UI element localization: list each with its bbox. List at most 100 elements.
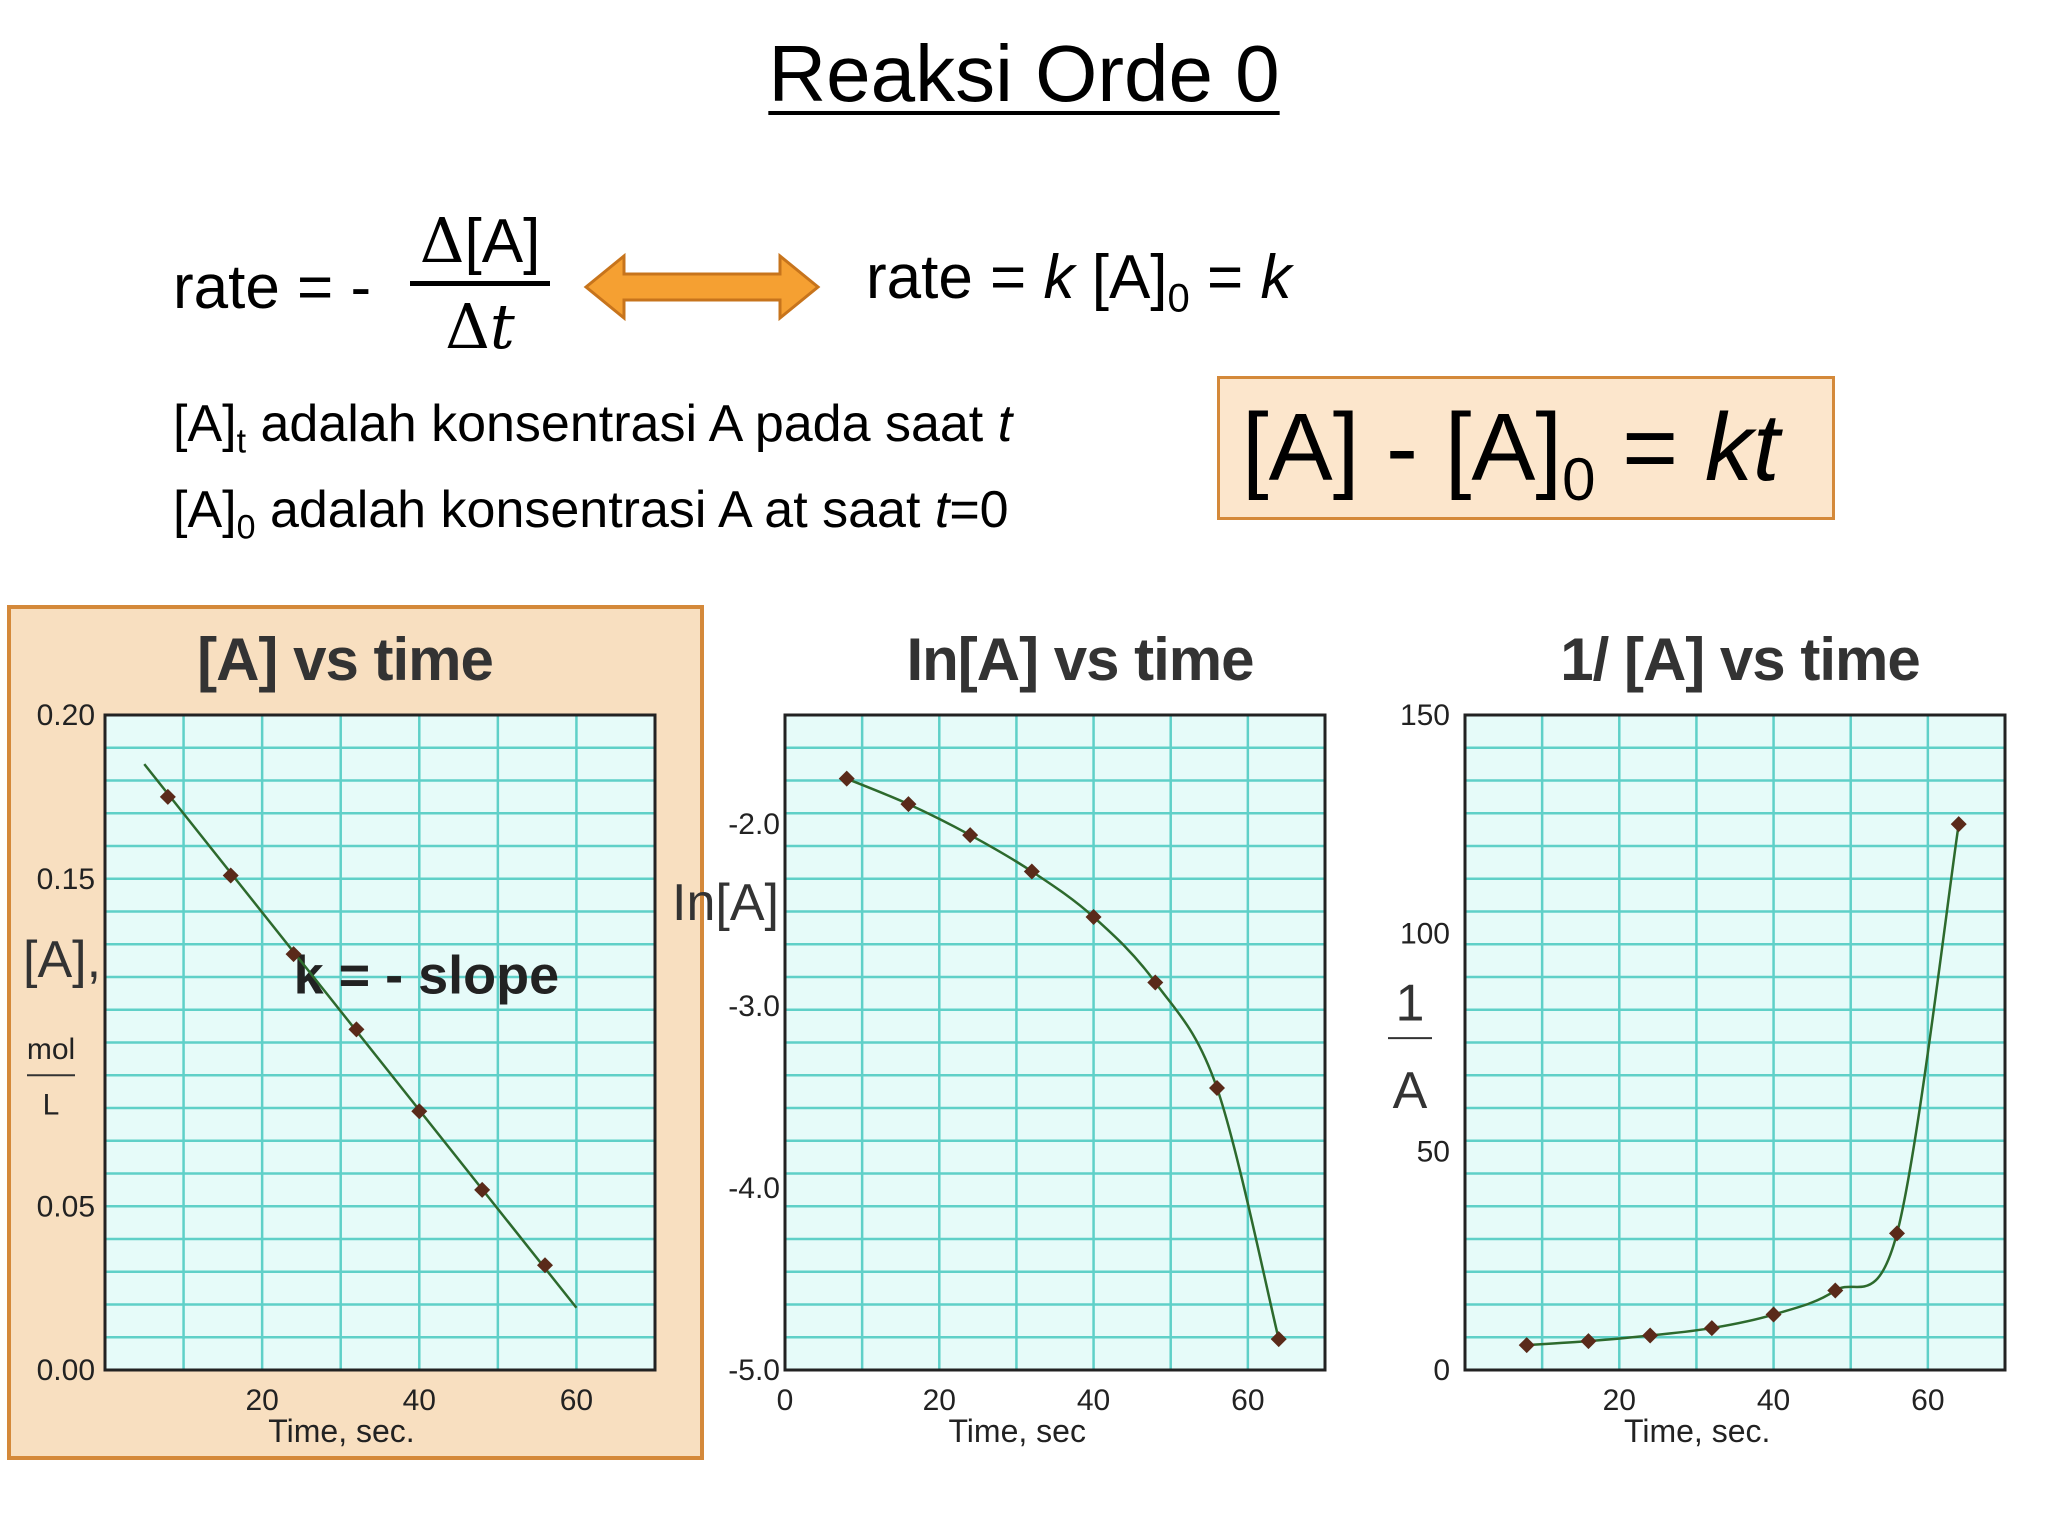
data-point bbox=[1765, 1306, 1782, 1323]
y-axis-units-num: mol bbox=[27, 1033, 75, 1066]
data-point bbox=[1950, 816, 1967, 833]
box-kt: kt bbox=[1704, 394, 1780, 501]
data-point bbox=[474, 1181, 491, 1198]
x-tick-label: 40 bbox=[1077, 1384, 1110, 1417]
y-tick-label: -2.0 bbox=[728, 808, 780, 841]
data-point bbox=[1085, 908, 1102, 925]
note-concentration-t: [A]t adalah konsentrasi A pada saat t bbox=[173, 394, 1012, 461]
data-point bbox=[222, 867, 239, 884]
chart-a-vs-time: [A] vs time 20 40 60 Time, sec. 0.00 0.05 0.15 0… bbox=[23, 626, 657, 1449]
y-tick-label: 50 bbox=[1417, 1136, 1450, 1169]
box-part-a: [A] - [A] bbox=[1242, 394, 1563, 501]
x-tick-label: 60 bbox=[1231, 1384, 1264, 1417]
data-point bbox=[1889, 1225, 1905, 1242]
x-tick-label: 20 bbox=[245, 1384, 278, 1417]
data-point bbox=[1023, 863, 1040, 880]
integrated-rate-law-box: [A] - [A]0 = kt bbox=[1217, 376, 1835, 520]
data-point bbox=[838, 770, 855, 787]
note1-a: [A] bbox=[173, 395, 237, 453]
y-tick-label: 0 bbox=[1433, 1354, 1450, 1387]
chart-title: In[A] vs time bbox=[906, 626, 1253, 693]
x-tick-label: 40 bbox=[1757, 1384, 1790, 1417]
x-tick-label: 60 bbox=[1911, 1384, 1944, 1417]
data-point bbox=[537, 1257, 553, 1274]
note1-sub: t bbox=[236, 422, 247, 461]
integrated-rate-law: [A] - [A]0 = kt bbox=[1242, 393, 1780, 514]
double-arrow-icon bbox=[583, 252, 821, 322]
y-tick-label: 150 bbox=[1400, 699, 1450, 732]
x-axis-label: Time, sec. bbox=[1624, 1413, 1770, 1449]
data-point bbox=[1703, 1320, 1720, 1337]
plot-frame bbox=[1463, 713, 2007, 1372]
x-tick-label: 40 bbox=[403, 1384, 436, 1417]
eq2-part-a: rate = bbox=[866, 243, 1044, 312]
delta-symbol: Δ bbox=[419, 204, 465, 277]
y-tick-label: -3.0 bbox=[728, 990, 780, 1023]
rate-fraction: Δ[A] Δt bbox=[410, 204, 550, 364]
note2-c: =0 bbox=[949, 481, 1009, 539]
note2-a: [A] bbox=[173, 481, 237, 539]
data-point bbox=[159, 788, 176, 805]
data-point bbox=[285, 946, 302, 963]
note2-sub: 0 bbox=[236, 508, 256, 547]
series-line bbox=[143, 763, 578, 1309]
rate-equation-k: rate = k [A]0 = k bbox=[866, 242, 1291, 321]
plot-frame bbox=[783, 713, 1327, 1372]
chart-ln-a-vs-time: In[A] vs time 0 20 40 60 Time, sec -2.0 -3.0 -4.… bbox=[672, 626, 1327, 1449]
y-tick-label: 0.00 bbox=[37, 1354, 95, 1387]
note-concentration-0: [A]0 adalah konsentrasi A at saat t=0 bbox=[173, 480, 1009, 547]
y-axis-label: [A], bbox=[23, 931, 101, 989]
data-point bbox=[348, 1021, 365, 1038]
denominator-text: t bbox=[489, 290, 515, 363]
series-line bbox=[1526, 823, 1960, 1347]
eq2-part-c: = bbox=[1189, 243, 1261, 312]
note1-b: adalah konsentrasi A pada saat bbox=[246, 395, 998, 453]
data-point bbox=[1642, 1327, 1659, 1344]
fraction-bar bbox=[410, 281, 550, 286]
eq2-sub: 0 bbox=[1167, 276, 1190, 321]
x-tick-label: 20 bbox=[923, 1384, 956, 1417]
plot-frame bbox=[103, 713, 657, 1372]
data-point bbox=[1209, 1079, 1225, 1096]
x-tick-label: 20 bbox=[1603, 1384, 1636, 1417]
rate-equation-prefix: rate = - bbox=[173, 253, 372, 322]
y-tick-label: 0.20 bbox=[37, 699, 95, 732]
y-tick-label: -5.0 bbox=[728, 1354, 780, 1387]
chart-inverse-a-vs-time: 1/ [A] vs time 20 40 60 Time, sec. 0 50 100 150 1… bbox=[1388, 626, 2007, 1449]
chart-title: [A] vs time bbox=[197, 626, 493, 693]
y-axis-label-num: 1 bbox=[1396, 975, 1425, 1033]
data-point bbox=[962, 827, 979, 844]
data-point bbox=[1518, 1337, 1535, 1354]
y-tick-label: -4.0 bbox=[728, 1172, 780, 1205]
y-tick-label: 0.15 bbox=[37, 863, 95, 896]
note1-t: t bbox=[997, 395, 1013, 453]
eq2-k: k bbox=[1043, 243, 1075, 312]
y-axis-units-den: L bbox=[43, 1089, 60, 1122]
x-tick-label: 60 bbox=[560, 1384, 593, 1417]
data-point bbox=[1580, 1333, 1597, 1350]
data-point bbox=[411, 1103, 428, 1120]
note2-t: t bbox=[934, 481, 950, 539]
x-axis-label: Time, sec. bbox=[268, 1413, 414, 1449]
box-part-b: = bbox=[1595, 394, 1705, 501]
box-sub: 0 bbox=[1562, 446, 1596, 514]
eq2-k2: k bbox=[1260, 243, 1292, 312]
data-point bbox=[900, 796, 917, 813]
x-tick-label: 0 bbox=[777, 1384, 794, 1417]
data-point bbox=[1147, 974, 1164, 991]
x-axis-label: Time, sec bbox=[948, 1413, 1085, 1449]
y-tick-label: 100 bbox=[1400, 917, 1450, 950]
y-axis-label: In[A] bbox=[672, 874, 779, 932]
chart-title: 1/ [A] vs time bbox=[1560, 626, 1919, 693]
numerator-text: [A] bbox=[464, 207, 541, 276]
eq2-part-b: [A] bbox=[1074, 243, 1168, 312]
delta-symbol: Δ bbox=[445, 290, 490, 363]
data-point bbox=[1827, 1282, 1844, 1299]
slide-title: Reaksi Orde 0 bbox=[768, 29, 1280, 118]
data-point bbox=[1270, 1331, 1287, 1348]
y-axis-label-den: A bbox=[1393, 1062, 1428, 1120]
y-tick-label: 0.05 bbox=[37, 1190, 95, 1223]
slope-annotation: k = - slope bbox=[294, 945, 560, 1005]
fraction-numerator: Δ[A] bbox=[410, 204, 550, 279]
note2-b: adalah konsentrasi A at saat bbox=[255, 481, 935, 539]
